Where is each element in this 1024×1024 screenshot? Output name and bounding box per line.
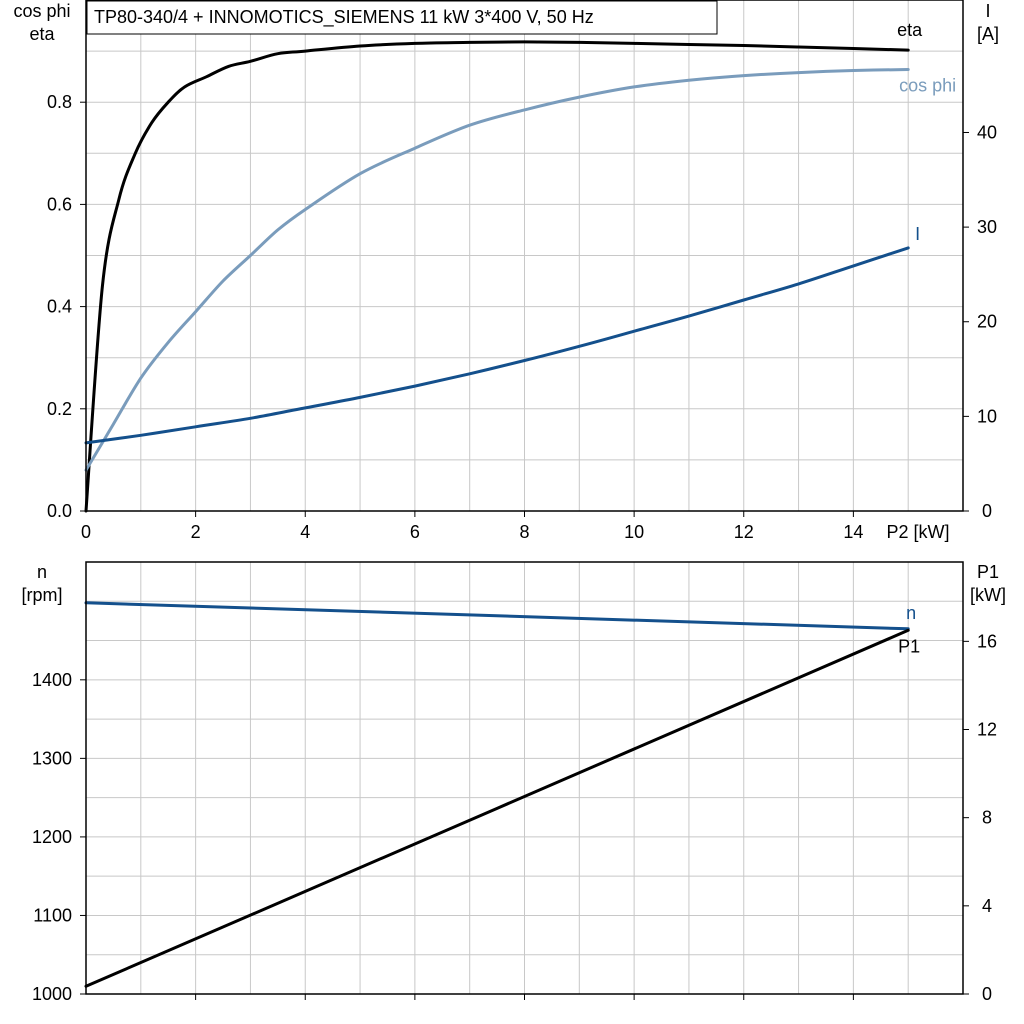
chart-title: TP80-340/4 + INNOMOTICS_SIEMENS 11 kW 3*… xyxy=(94,7,594,28)
x-axis-tick-label: 4 xyxy=(300,522,310,542)
series-label-n: n xyxy=(906,603,916,623)
left-axis-tick-label: 0.6 xyxy=(47,194,72,214)
left-axis-tick-label: 1300 xyxy=(32,748,72,768)
series-line-i xyxy=(84,246,910,445)
right-axis-tick-label: 8 xyxy=(982,808,992,828)
top-chart-grid xyxy=(86,0,963,511)
series-line-cos-phi xyxy=(84,68,910,472)
x-axis-tick-label: 8 xyxy=(519,522,529,542)
left-axis-label: n xyxy=(37,562,47,582)
left-axis-unit: eta xyxy=(29,24,55,44)
left-axis-tick-label: 0.4 xyxy=(47,297,72,317)
right-axis-tick-label: 12 xyxy=(977,720,997,740)
chart-frames xyxy=(80,0,969,1000)
x-axis-tick-label: 6 xyxy=(410,522,420,542)
left-axis-tick-label: 1000 xyxy=(32,984,72,1004)
right-axis-unit: [kW] xyxy=(970,585,1006,605)
left-axis-tick-label: 0.8 xyxy=(47,92,72,112)
series-label-p1: P1 xyxy=(898,636,920,656)
series-label-i: I xyxy=(915,224,920,244)
right-axis-label: I xyxy=(985,1,990,21)
x-axis-tick-label: 0 xyxy=(81,522,91,542)
left-axis-tick-label: 1100 xyxy=(33,905,72,925)
left-axis-tick-label: 1400 xyxy=(32,670,72,690)
left-axis-label: cos phi xyxy=(13,1,70,21)
right-axis-tick-label: 20 xyxy=(977,312,997,332)
right-axis-label: P1 xyxy=(977,562,999,582)
series-line-p1 xyxy=(84,628,910,988)
x-axis-tick-label: 14 xyxy=(843,522,863,542)
right-axis-tick-label: 10 xyxy=(977,406,997,426)
x-axis-tick-label: 10 xyxy=(624,522,644,542)
left-axis-unit: [rpm] xyxy=(21,585,62,605)
series-line-eta xyxy=(84,40,910,513)
right-axis-tick-label: 4 xyxy=(982,896,992,916)
right-axis-tick-label: 40 xyxy=(977,122,997,142)
series-label-eta: eta xyxy=(897,20,923,40)
right-axis-tick-label: 0 xyxy=(982,501,992,521)
series-line-n xyxy=(84,601,910,631)
left-axis-tick-label: 0.2 xyxy=(47,399,72,419)
right-axis-tick-label: 30 xyxy=(977,217,997,237)
right-axis-unit: [A] xyxy=(977,24,999,44)
bottom-chart-series xyxy=(84,601,910,988)
left-axis-tick-label: 0.0 xyxy=(47,501,72,521)
x-axis-label: P2 [kW] xyxy=(886,522,949,542)
x-axis-tick-label: 2 xyxy=(191,522,201,542)
left-axis-tick-label: 1200 xyxy=(32,827,72,847)
series-label-cos-phi: cos phi xyxy=(899,75,956,95)
chart-title-box: TP80-340/4 + INNOMOTICS_SIEMENS 11 kW 3*… xyxy=(86,0,718,35)
right-axis-tick-label: 16 xyxy=(977,631,997,651)
top-chart-series xyxy=(84,40,910,513)
bottom-chart-grid xyxy=(86,562,963,994)
right-axis-tick-label: 0 xyxy=(982,984,992,1004)
x-axis-tick-label: 12 xyxy=(734,522,754,542)
